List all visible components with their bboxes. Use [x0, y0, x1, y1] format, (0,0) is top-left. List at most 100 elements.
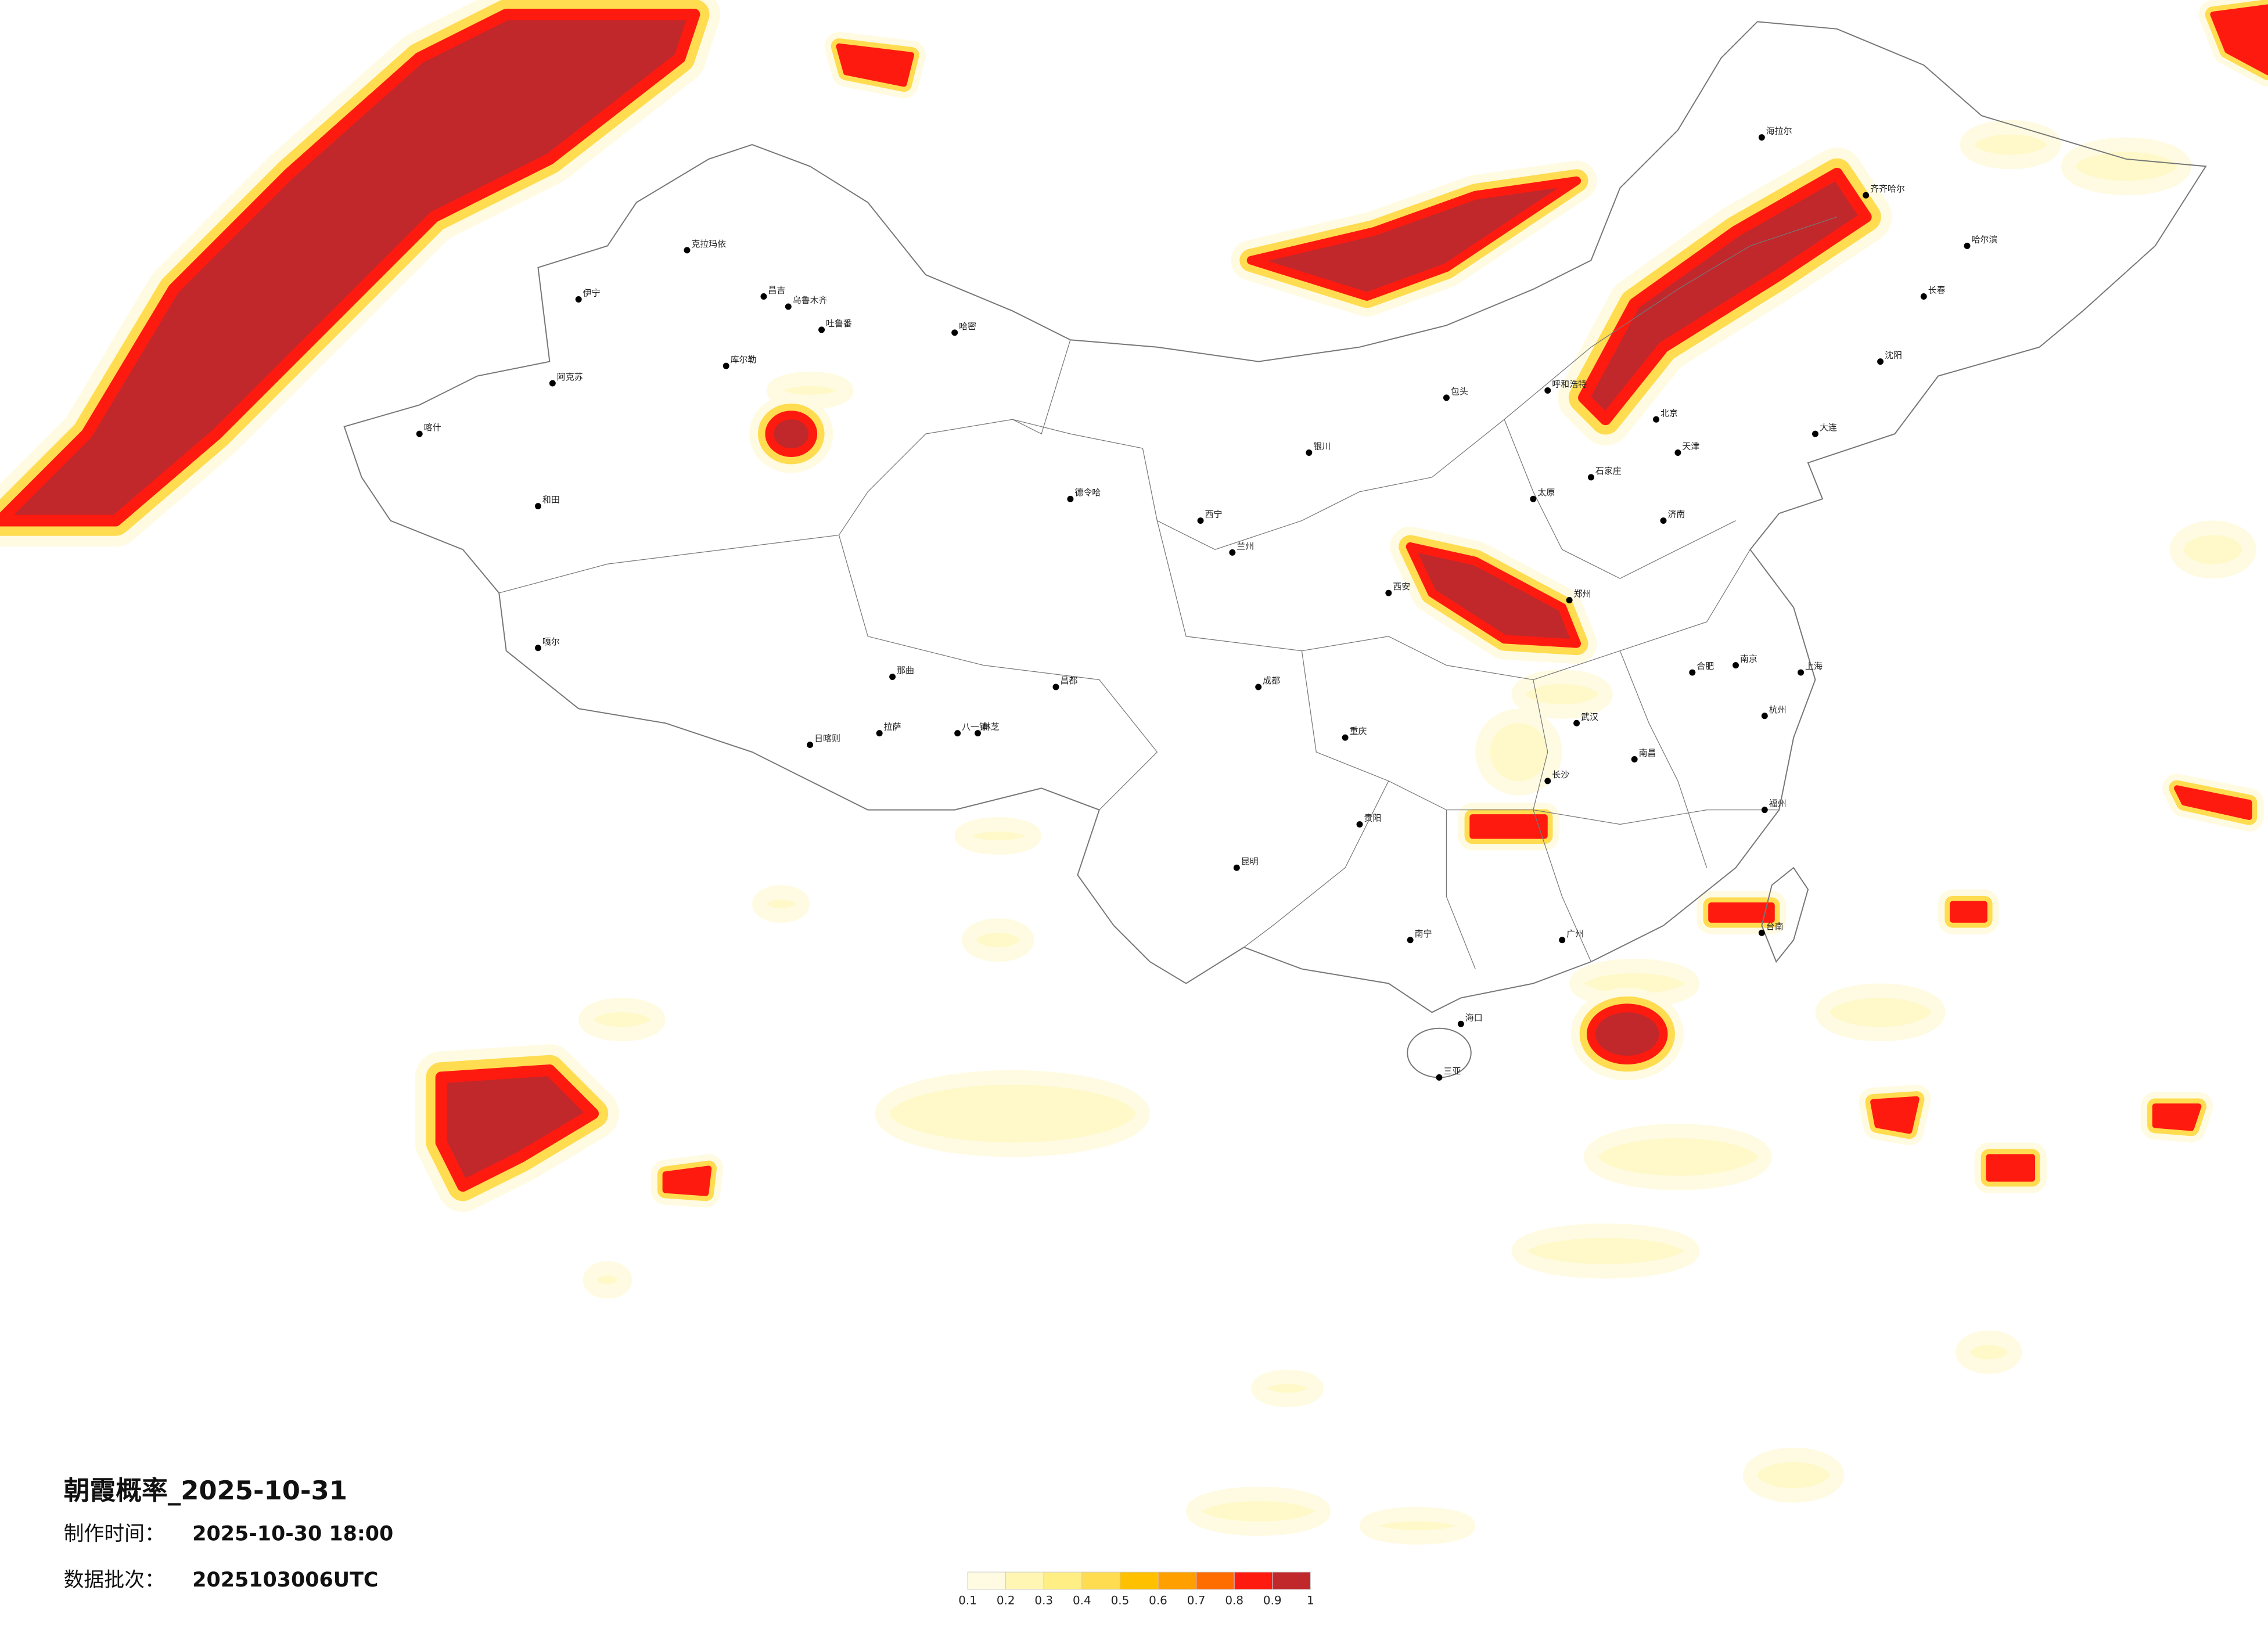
city-dot — [1758, 134, 1765, 141]
city-label: 昆明 — [1241, 856, 1259, 866]
legend-swatch — [1272, 1571, 1311, 1590]
city-dot — [1798, 669, 1805, 676]
city-dot — [951, 329, 958, 336]
city-label: 嘎尔 — [542, 636, 560, 647]
city-dot — [1385, 589, 1392, 596]
city-dot — [1544, 778, 1551, 785]
city-label: 大连 — [1820, 422, 1837, 433]
city-dot — [1689, 669, 1696, 676]
island-border — [1761, 866, 1809, 963]
city-dot — [1436, 1074, 1443, 1081]
production-time: 2025-10-30 18:00 — [192, 1522, 393, 1545]
header: 朝霞概率_2025-10-31 制作时间： 2025-10-30 18:00 数… — [64, 1475, 394, 1592]
probability-area — [1584, 1124, 1772, 1190]
probability-area — [1742, 1447, 1845, 1503]
batch-label: 数据批次： — [64, 1569, 165, 1592]
probability-area — [583, 1261, 632, 1299]
city-label: 八一镇 — [962, 722, 988, 732]
probability-area — [1587, 1003, 1668, 1064]
city-label: 济南 — [1667, 509, 1685, 520]
city-dot — [534, 645, 541, 652]
legend-swatch — [1119, 1571, 1159, 1590]
city-dot — [1761, 807, 1768, 814]
city-label: 太原 — [1537, 487, 1555, 498]
probability-area — [1360, 1507, 1476, 1545]
city-dot — [1587, 474, 1594, 481]
probability-area — [2174, 785, 2252, 821]
city-dot — [1573, 720, 1580, 726]
legend-tick-label: 0.4 — [1073, 1593, 1091, 1607]
probability-area — [578, 998, 666, 1042]
city-label: 海拉尔 — [1766, 126, 1792, 136]
city-dot — [1812, 430, 1818, 437]
city-label: 兰州 — [1237, 541, 1254, 551]
city-label: 哈尔滨 — [1971, 234, 1997, 244]
legend-tick-label: 0.2 — [997, 1593, 1015, 1607]
city-label: 林芝 — [982, 722, 1000, 732]
legend-swatch — [1158, 1571, 1197, 1590]
city-dot — [889, 674, 896, 681]
city-label: 呼和浩特 — [1552, 379, 1587, 389]
province-border — [499, 216, 1838, 969]
borders — [343, 21, 2207, 1078]
batch: 2025103006UTC — [192, 1569, 378, 1592]
probability-area — [1986, 1154, 2036, 1182]
probability-area — [1186, 1487, 1331, 1536]
probability-area — [1815, 983, 1946, 1042]
city-label: 上海 — [1805, 661, 1823, 671]
city-label: 长沙 — [1552, 769, 1569, 780]
legend-tick-label: 0.7 — [1187, 1593, 1206, 1607]
city-dot — [818, 326, 825, 333]
city-label: 成都 — [1263, 675, 1280, 686]
city-label: 伊宁 — [583, 288, 601, 298]
city-label: 西宁 — [1205, 509, 1223, 520]
probability-area — [1251, 1369, 1324, 1408]
city-label: 长春 — [1928, 285, 1946, 296]
city-label: 武汉 — [1581, 711, 1598, 722]
city-label: 乌鲁木齐 — [793, 295, 828, 305]
probability-area — [1956, 1330, 2022, 1374]
city-label: 南京 — [1740, 654, 1757, 664]
probability-area — [1469, 814, 1548, 839]
city-dot — [416, 430, 423, 437]
probability-area — [2152, 1103, 2202, 1131]
probability-area — [2169, 520, 2257, 579]
probability-area — [752, 885, 810, 923]
city-dot — [1443, 394, 1450, 401]
city-label: 喀什 — [424, 422, 441, 433]
production-time-label: 制作时间： — [64, 1522, 165, 1545]
city-dot — [1306, 449, 1313, 456]
city-dot — [785, 303, 792, 310]
city-label: 昌都 — [1060, 675, 1077, 686]
probability-area — [962, 918, 1034, 962]
legend-swatch — [1043, 1571, 1083, 1590]
probability-area — [2210, 4, 2268, 75]
city-dot — [876, 730, 883, 737]
city-label: 重庆 — [1350, 726, 1367, 736]
legend-tick-label: 0.5 — [1111, 1593, 1130, 1607]
city-dot — [1566, 597, 1573, 604]
city-label: 三亚 — [1443, 1066, 1461, 1076]
city-label: 天津 — [1682, 441, 1699, 452]
city-label: 北京 — [1660, 408, 1678, 418]
city-label: 齐齐哈尔 — [1870, 184, 1905, 194]
city-label: 包头 — [1451, 386, 1468, 397]
city-dot — [1920, 293, 1927, 300]
city-dot — [954, 730, 961, 737]
city-label: 杭州 — [1769, 704, 1787, 715]
legend-tick-label: 0.9 — [1263, 1593, 1282, 1607]
city-label: 银川 — [1313, 441, 1331, 452]
city-label: 台南 — [1766, 921, 1784, 931]
city-dot — [760, 293, 767, 300]
city-dot — [1631, 756, 1638, 762]
city-dot — [1052, 684, 1059, 690]
city-dot — [534, 503, 541, 510]
city-dot — [1356, 821, 1363, 828]
color-legend: 0.1 0.2 0.3 0.4 0.5 0.6 0.7 0.8 0.9 1 — [958, 1571, 1314, 1607]
city-dot — [1530, 495, 1537, 502]
city-dot — [975, 730, 982, 737]
probability-area — [1708, 902, 1775, 923]
probability-area — [1870, 1096, 1920, 1134]
